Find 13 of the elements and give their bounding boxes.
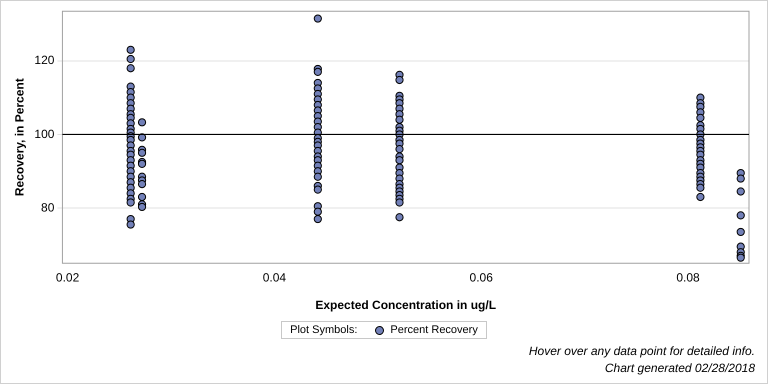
legend-title: Plot Symbols: — [290, 324, 358, 336]
y-axis-title: Recovery, in Percent — [12, 78, 27, 196]
text: Chart generated 02/28/2018 — [604, 360, 755, 377]
x-tick-label: 0.02 — [56, 270, 80, 285]
legend-label: Percent Recovery — [390, 324, 478, 336]
x-tick-label: 0.08 — [676, 270, 700, 285]
y-tick-label: 120 — [34, 53, 55, 68]
x-tick-label: 0.06 — [470, 270, 494, 285]
y-tick-label: 80 — [41, 200, 55, 214]
y-tick-label: 100 — [34, 126, 55, 141]
x-axis-title: Expected Concentration in ug/L — [315, 298, 496, 312]
text: Hover over any data point for detailed info. — [528, 343, 755, 360]
x-tick-label: 0.04 — [262, 270, 286, 285]
